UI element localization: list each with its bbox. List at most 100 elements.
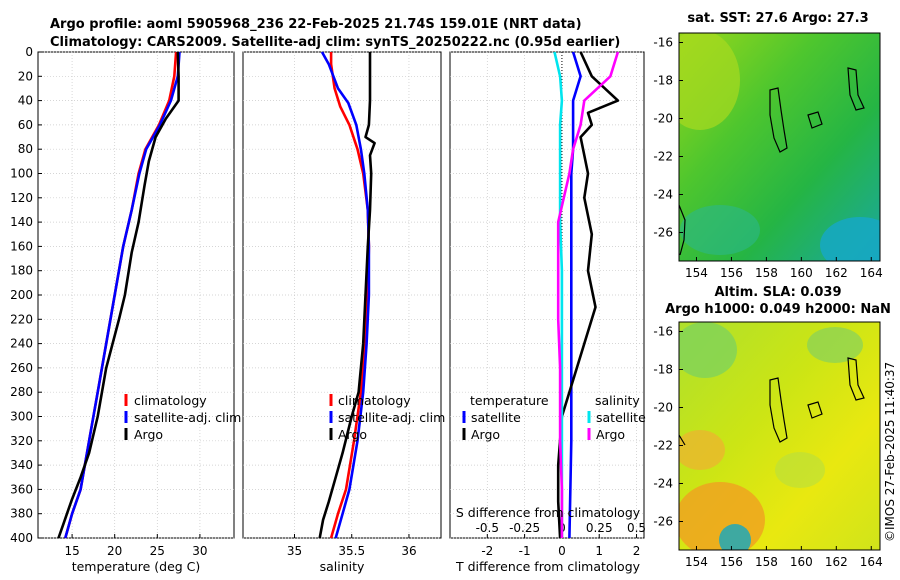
figure-title-line1: Argo profile: aoml 5905968_236 22-Feb-20… (50, 17, 582, 32)
map-y-tick-label: -26 (653, 226, 673, 240)
salinity-x-ticks: 35 35.5 36 (287, 534, 417, 558)
sla-map-title-line1: Altim. SLA: 0.039 (715, 285, 842, 300)
map-y-tick-label: -24 (653, 477, 673, 491)
x-tick-label: 0 (558, 544, 566, 558)
series-line-t-satellite (568, 51, 582, 539)
map-y-tick-label: -26 (653, 515, 673, 529)
legend-label-satellite: satellite-adj. clim (338, 410, 445, 425)
s-tick-label: 0.25 (586, 521, 613, 535)
map-x-tick-label: 160 (790, 266, 813, 280)
map-x-tick-label: 164 (860, 555, 883, 569)
salinity-xlabel: salinity (320, 559, 365, 574)
x-tick-label: 36 (401, 544, 416, 558)
sst-map-ticks: 154 156 158 160 162 164 -16 -18 -20 -22 -24 -26 (653, 36, 882, 281)
map-x-tick-label: 158 (755, 266, 778, 280)
y-tick-label: 0 (25, 45, 33, 59)
legend-heading-temperature: temperature (470, 393, 549, 408)
sla-low-patch-2 (807, 327, 863, 363)
y-tick-label: 120 (10, 191, 33, 205)
x-tick-label: 2 (633, 544, 641, 558)
legend-label-argo: Argo (134, 427, 163, 442)
salinity-legend: climatology satellite-adj. clim Argo (329, 393, 445, 442)
map-x-tick-label: 162 (825, 266, 848, 280)
sst-cool-patch-2 (680, 205, 760, 255)
y-tick-label: 180 (10, 264, 33, 278)
sla-low-patch-3 (719, 524, 751, 550)
x-tick-label: 15 (64, 544, 79, 558)
sst-coastline-islands (807, 111, 823, 129)
sla-coastline-islands (807, 401, 823, 419)
series-line-satellite-adj-clim (64, 51, 181, 539)
map-x-tick-label: 154 (685, 555, 708, 569)
legend-label-climatology: climatology (338, 393, 411, 408)
sla-map-ticks: 154 156 158 160 162 164 -16 -18 -20 -22 -24 -26 (653, 325, 882, 570)
s-tick-label: 0.5 (627, 521, 646, 535)
sla-field (679, 322, 880, 550)
difference-s-ticks: -0.5 -0.25 0 0.25 0.5 (476, 521, 646, 535)
x-tick-label: 25 (150, 544, 165, 558)
y-tick-label: 100 (10, 167, 33, 181)
legend-label-argo: Argo (338, 427, 367, 442)
legend-label-t-satellite: satellite (471, 410, 521, 425)
map-y-tick-label: -18 (653, 363, 673, 377)
legend-label-satellite: satellite-adj. clim (134, 410, 241, 425)
x-tick-label: -2 (481, 544, 493, 558)
y-tick-label: 260 (10, 361, 33, 375)
map-y-tick-label: -20 (653, 112, 673, 126)
x-tick-label: 1 (595, 544, 603, 558)
y-tick-label: 340 (10, 458, 33, 472)
map-x-tick-label: 154 (685, 266, 708, 280)
sla-coastline-new-caledonia (769, 377, 788, 443)
legend-label-t-argo: Argo (471, 427, 500, 442)
map-y-tick-label: -24 (653, 188, 673, 202)
difference-series (553, 51, 620, 539)
map-x-tick-label: 156 (720, 555, 743, 569)
map-y-tick-label: -22 (653, 150, 673, 164)
x-tick-label: 35.5 (338, 544, 365, 558)
temperature-xlabel: temperature (deg C) (72, 559, 201, 574)
map-x-tick-label: 158 (755, 555, 778, 569)
legend-label-s-satellite: satellite (596, 410, 646, 425)
series-line-argo (318, 52, 376, 539)
sla-mid-patch (775, 452, 825, 488)
temperature-legend: climatology satellite-adj. clim Argo (124, 393, 241, 442)
y-tick-label: 320 (10, 434, 33, 448)
series-line-argo (57, 51, 180, 539)
sla-map-title-line2: Argo h1000: 0.049 h2000: NaN (665, 302, 891, 317)
sla-map-panel: Altim. SLA: 0.039 Argo h1000: 0.049 h200… (653, 285, 890, 569)
sla-low-patch (679, 322, 737, 378)
difference-x2label: S difference from climatology (456, 505, 641, 520)
y-tick-label: 20 (18, 69, 33, 83)
series-line-s-satellite (553, 51, 564, 538)
sla-high-patch (679, 482, 765, 550)
difference-legend: temperature satellite Argo salinity sate… (462, 393, 646, 442)
legend-label-climatology: climatology (134, 393, 207, 408)
map-x-tick-label: 162 (825, 555, 848, 569)
map-y-tick-label: -22 (653, 439, 673, 453)
x-tick-label: 35 (287, 544, 302, 558)
sla-map-frame (678, 321, 881, 551)
sla-coastline-australia (679, 434, 686, 446)
map-x-tick-label: 160 (790, 555, 813, 569)
sla-coastline-vanuatu (847, 357, 865, 401)
temperature-x-ticks: 15 20 25 30 (64, 534, 208, 558)
map-y-tick-label: -20 (653, 401, 673, 415)
x-tick-label: -1 (519, 544, 531, 558)
salinity-series (318, 51, 376, 539)
y-tick-label: 220 (10, 312, 33, 326)
difference-t-ticks: -2 -1 0 1 2 (481, 534, 640, 558)
temperature-series (57, 51, 181, 539)
y-tick-label: 60 (18, 118, 33, 132)
y-tick-label: 80 (18, 142, 33, 156)
sst-coastline-vanuatu (847, 67, 865, 111)
x-tick-label: 20 (107, 544, 122, 558)
difference-xlabel: T difference from climatology (455, 559, 641, 574)
sla-high-patch-2 (679, 430, 725, 470)
map-y-tick-label: -16 (653, 36, 673, 50)
y-tick-label: 380 (10, 507, 33, 521)
y-tick-label: 240 (10, 337, 33, 351)
series-line-s-argo (556, 51, 620, 538)
difference-panel: -0.5 -0.25 0 0.25 0.5 -2 -1 0 1 2 S difference f… (449, 51, 646, 574)
y-tick-label: 300 (10, 410, 33, 424)
sst-map-panel: sat. SST: 27.6 Argo: 27.3 154 156 158 160 16… (653, 11, 882, 281)
